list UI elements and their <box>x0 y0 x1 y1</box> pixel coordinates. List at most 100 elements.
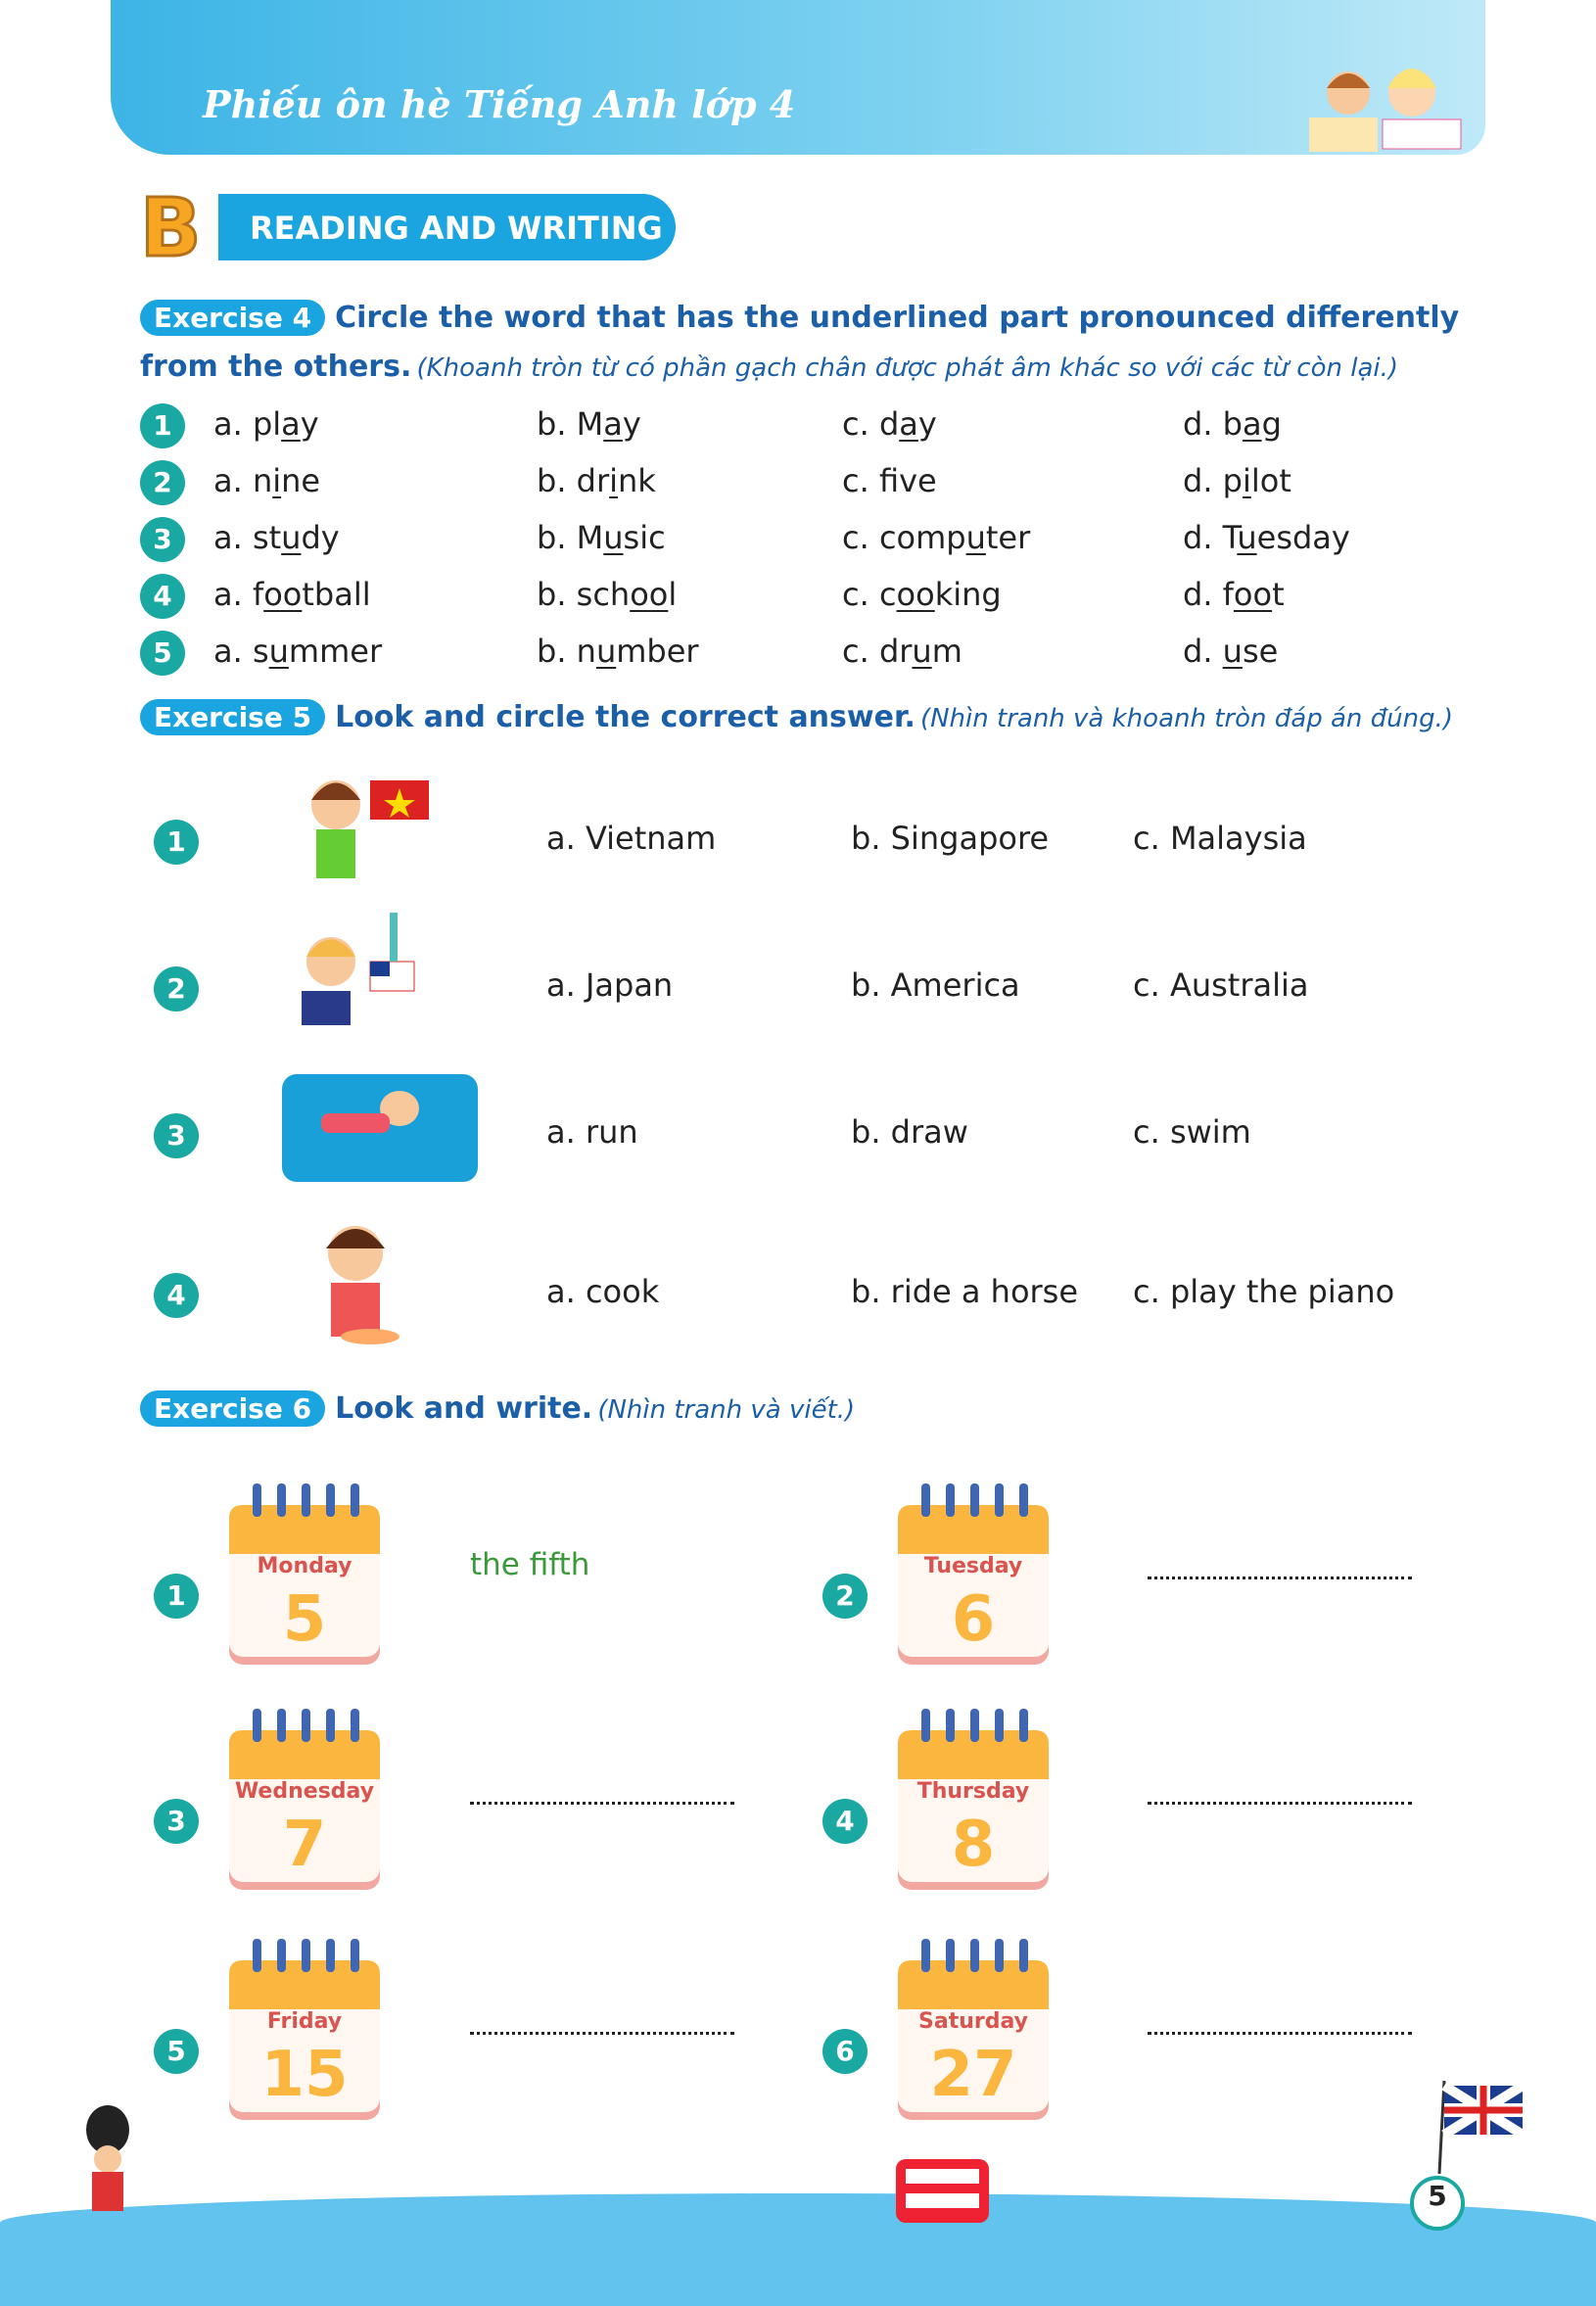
girl-cooking-image <box>326 1226 399 1344</box>
option[interactable]: d. bag <box>1183 405 1282 443</box>
answer-blank[interactable] <box>1148 2032 1412 2035</box>
option[interactable]: c. day <box>842 405 937 443</box>
answer-option[interactable]: b. Singapore <box>851 820 1050 857</box>
option[interactable]: c. drum <box>842 633 962 670</box>
answer-option[interactable]: c. swim <box>1133 1113 1251 1151</box>
answer-option[interactable]: b. America <box>851 966 1020 1004</box>
underlined-part: oo <box>1233 576 1273 613</box>
option[interactable]: a. study <box>213 519 340 556</box>
answer-option[interactable]: c. Australia <box>1133 966 1309 1004</box>
option-text: c. comp <box>842 519 966 556</box>
underlined-part: u <box>1237 519 1257 556</box>
girl-with-american-flag-image <box>302 913 415 1025</box>
option-text: b. M <box>537 519 604 556</box>
option-text: c. d <box>842 405 900 443</box>
calendar-monday: Monday 5 <box>227 1483 382 1668</box>
option[interactable]: a. play <box>213 405 319 443</box>
option-text: b. M <box>537 405 604 443</box>
exercise-5-instruction: Look and circle the correct answer. <box>335 700 915 734</box>
calendar-date: 15 <box>260 2039 349 2111</box>
option-text: a. st <box>213 519 282 556</box>
answer-blank[interactable] <box>470 2032 734 2035</box>
option[interactable]: b. Music <box>537 519 666 556</box>
section-heading: READING AND WRITING B <box>139 181 676 277</box>
question-number: 5 <box>140 631 185 676</box>
calendar-date: 27 <box>929 2039 1017 2111</box>
question-number: 3 <box>140 517 185 562</box>
question-number: 2 <box>822 1574 868 1619</box>
option-text: dy <box>301 519 340 556</box>
calendar-icon <box>229 1939 380 2120</box>
option[interactable]: b. May <box>537 405 641 443</box>
calendar-icon <box>898 1939 1049 2120</box>
answer-option[interactable]: b. ride a horse <box>851 1273 1079 1310</box>
option-text: l <box>668 576 678 613</box>
exercise-5-translation: (Nhìn tranh và khoanh tròn đáp án đúng.) <box>919 704 1454 733</box>
option-text: sic <box>623 519 666 556</box>
answer-option[interactable]: a. Vietnam <box>546 820 717 857</box>
option[interactable]: d. pilot <box>1183 462 1291 499</box>
option-text: y <box>622 405 641 443</box>
answer-option[interactable]: c. Malaysia <box>1133 820 1307 857</box>
option[interactable]: c. cooking <box>842 576 1002 613</box>
calendar-tuesday: Tuesday 6 <box>896 1483 1051 1668</box>
option[interactable]: b. number <box>537 633 699 670</box>
answer-option[interactable]: a. run <box>546 1113 638 1151</box>
underlined-part: a <box>281 405 301 443</box>
option-text: esday <box>1256 519 1350 556</box>
answer-option[interactable]: a. Japan <box>546 966 674 1004</box>
underlined-part: a <box>603 405 623 443</box>
header-banner: Phiếu ôn hè Tiếng Anh lớp 4 <box>111 0 1485 155</box>
option[interactable]: a. football <box>213 576 371 613</box>
question-number: 6 <box>822 2029 868 2074</box>
question-number: 4 <box>140 574 185 619</box>
calendar-date: 7 <box>282 1809 327 1881</box>
option-text: a. s <box>213 633 269 670</box>
worksheet-title: Phiếu ôn hè Tiếng Anh lớp 4 <box>203 82 796 126</box>
option-text: a. n <box>213 462 273 499</box>
option-text: t <box>1272 576 1285 613</box>
answer-blank[interactable] <box>470 1802 734 1805</box>
exercise-4-badge: Exercise 4 <box>140 300 326 336</box>
calendar-day: Monday <box>257 1554 352 1578</box>
london-bus-icon <box>896 2159 989 2223</box>
option[interactable]: b. drink <box>537 462 656 499</box>
option[interactable]: d. use <box>1183 633 1278 670</box>
option-text: d. T <box>1183 519 1238 556</box>
answer-blank[interactable] <box>1148 1802 1412 1805</box>
question-number: 5 <box>154 2029 199 2074</box>
answer-blank[interactable] <box>1148 1577 1412 1579</box>
calendar-icon <box>898 1709 1049 1890</box>
option-text: b. sch <box>537 576 631 613</box>
underlined-part: u <box>595 633 617 670</box>
underlined-part: oo <box>630 576 669 613</box>
underlined-part: i <box>609 462 619 499</box>
option[interactable]: d. Tuesday <box>1183 519 1350 556</box>
option[interactable]: b. school <box>537 576 677 613</box>
calendar-thursday: Thursday 8 <box>896 1709 1051 1893</box>
underlined-part: u <box>268 633 289 670</box>
option-text: m <box>931 633 962 670</box>
option[interactable]: a. nine <box>213 462 320 499</box>
answer-option[interactable]: a. cook <box>546 1273 660 1310</box>
answer-option[interactable]: b. draw <box>851 1113 968 1151</box>
exercise-6-instruction: Look and write. <box>335 1391 593 1426</box>
underlined-part: oo <box>896 576 935 613</box>
option[interactable]: d. foot <box>1183 576 1285 613</box>
footer-wave <box>0 2193 1596 2306</box>
option[interactable]: c. computer <box>842 519 1030 556</box>
option-text: se <box>1242 633 1279 670</box>
option[interactable]: c. five <box>842 462 937 499</box>
option-text: b. dr <box>537 462 610 499</box>
answer-text[interactable]: the fifth <box>470 1547 590 1582</box>
answer-option[interactable]: c. play the piano <box>1133 1273 1395 1310</box>
calendar-day: Friday <box>266 2009 343 2034</box>
underlined-part: u <box>603 519 624 556</box>
question-number: 3 <box>154 1799 199 1844</box>
option-text: king <box>934 576 1002 613</box>
option[interactable]: a. summer <box>213 633 382 670</box>
calendar-friday: Friday 15 <box>227 1939 382 2123</box>
calendar-day: Wednesday <box>234 1779 375 1804</box>
option-text: c. c <box>842 576 897 613</box>
option-text: ve <box>899 462 937 499</box>
